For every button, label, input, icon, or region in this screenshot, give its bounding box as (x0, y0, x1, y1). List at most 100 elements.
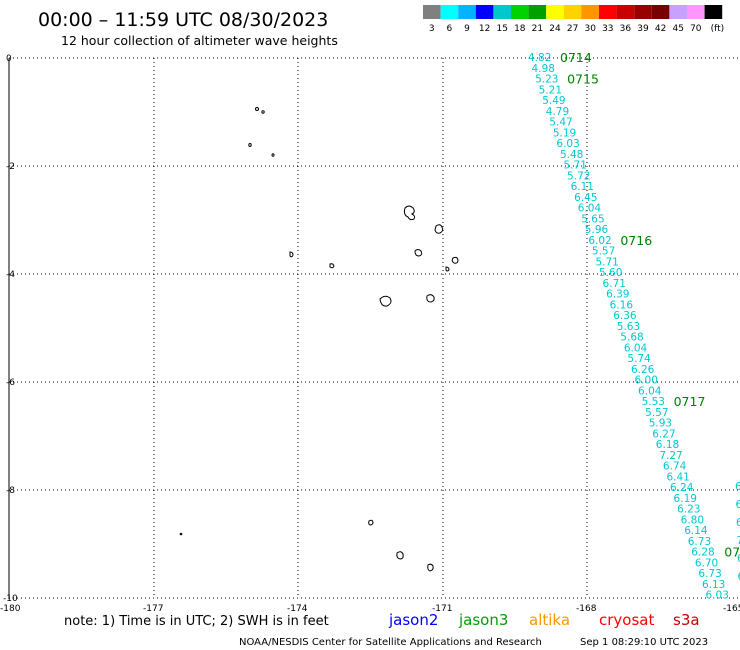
satellite-jason2: jason2 (388, 611, 438, 629)
swh-value-label: 5.53 (642, 396, 665, 408)
legend-label: 70 (690, 24, 702, 34)
island (329, 263, 335, 269)
swh-value-label: 5.57 (592, 246, 615, 258)
swh-value-label: 7 (737, 535, 740, 547)
swh-value-label: 5.47 (549, 117, 572, 129)
swh-value-label: 6.00 (635, 375, 658, 387)
swh-value-label: 6.19 (674, 493, 697, 505)
lon-tick-165: -165 (723, 604, 740, 614)
swh-value-label: 6.16 (610, 299, 634, 311)
island (426, 294, 435, 303)
legend-swatch (546, 5, 564, 19)
swh-value-label: 6.27 (652, 428, 675, 440)
legend-swatch (599, 5, 617, 19)
swh-value-label: 6.73 (698, 568, 721, 580)
legend-label: (ft) (711, 24, 725, 34)
time-label: 0714 (560, 50, 592, 65)
lat-tick-8: -8 (6, 486, 15, 496)
lon-tick-168: -168 (576, 604, 597, 614)
island-outlines (179, 107, 459, 572)
time-label: 0716 (620, 233, 652, 248)
swh-value-label: 6.80 (681, 514, 704, 526)
satellite-altika: altika (529, 611, 570, 629)
time-label: 0717 (674, 394, 706, 409)
swh-value-label: 6.04 (624, 342, 648, 354)
legend-swatch (458, 5, 476, 19)
swh-value-label: 6 (737, 553, 740, 565)
swh-value-label: 6.36 (613, 310, 637, 322)
legend-label: 6 (447, 24, 453, 34)
lat-tick-6: -6 (6, 378, 15, 388)
swh-value-label: 6 (736, 517, 740, 529)
legend-label: 27 (567, 24, 578, 34)
swh-value-label: 5.71 (595, 256, 618, 268)
island (271, 153, 275, 157)
legend-label: 24 (549, 24, 561, 34)
legend-label: 12 (479, 24, 490, 34)
legend-swatch (687, 5, 705, 19)
legend-label: 33 (602, 24, 613, 34)
units-note: note: 1) Time is in UTC; 2) SWH is in fe… (64, 614, 329, 629)
swh-value-label: 6.23 (677, 504, 700, 516)
swh-value-label: 4.79 (546, 106, 569, 118)
legend-label: 30 (584, 24, 596, 34)
swh-value-label: 4.82 (528, 52, 551, 64)
lat-tick-0: 0 (6, 54, 12, 64)
island (248, 143, 252, 147)
swh-value-label: 5.48 (560, 149, 583, 161)
swh-value-label: 6.39 (606, 289, 629, 301)
legend-label: 21 (532, 24, 543, 34)
legend-swatch (669, 5, 687, 19)
legend-label: 39 (637, 24, 649, 34)
legend-swatch (440, 5, 459, 19)
credit-line: NOAA/NESDIS Center for Satellite Applica… (239, 637, 542, 648)
swh-color-legend: 3 6 9 12 15 18 21 24 27 30 33 36 39 42 45 70 (ft) (423, 5, 724, 34)
swh-value-label: 6.71 (603, 278, 626, 290)
lat-tick-4: -4 (6, 270, 15, 280)
island (379, 295, 392, 307)
island (255, 107, 259, 111)
legend-swatch (511, 5, 529, 19)
swh-value-label: 5.74 (627, 353, 651, 365)
lat-tick-labels: 0 -2 -4 -6 -8 -10 (3, 54, 18, 604)
swh-value-label: 5.19 (553, 127, 576, 139)
island (403, 205, 416, 221)
island (414, 249, 423, 257)
island (445, 266, 450, 272)
time-label: 07 (724, 545, 740, 560)
swh-value-label: 6 (735, 481, 740, 493)
legend-swatch (651, 5, 670, 19)
satellite-s3a: s3a (673, 611, 700, 629)
swh-value-label: 6 (738, 571, 740, 583)
swh-value-label: 5.65 (581, 213, 604, 225)
legend-label: 3 (429, 24, 435, 34)
legend-swatch (616, 5, 635, 19)
island (261, 110, 265, 114)
island (427, 563, 434, 572)
swh-value-label: 6.28 (691, 547, 714, 559)
map-subtitle: 12 hour collection of altimeter wave hei… (61, 33, 338, 48)
swh-value-label: 6.03 (556, 138, 579, 150)
swh-value-label: 6.45 (574, 192, 597, 204)
legend-swatch (528, 5, 547, 19)
generated-timestamp: Sep 1 08:29:10 UTC 2023 (580, 637, 708, 648)
island (368, 519, 374, 526)
legend-label: 45 (672, 24, 683, 34)
legend-swatch (475, 5, 494, 19)
island (179, 532, 183, 536)
swh-value-label: 6.70 (695, 557, 718, 569)
swh-value-label: 6.24 (670, 482, 694, 494)
time-label: 0715 (567, 72, 599, 87)
swh-value-label: 6.03 (706, 590, 729, 602)
legend-label: 15 (496, 24, 507, 34)
swh-value-label: 6.02 (588, 235, 611, 247)
lon-tick-177: -177 (143, 604, 163, 614)
legend-swatch (581, 5, 599, 19)
swh-value-label: 6.41 (666, 471, 689, 483)
swh-value-label: 6.04 (578, 203, 602, 215)
legend-swatch (493, 5, 511, 19)
island (289, 251, 294, 258)
lon-tick-174: -174 (287, 604, 308, 614)
legend-swatch (563, 5, 582, 19)
